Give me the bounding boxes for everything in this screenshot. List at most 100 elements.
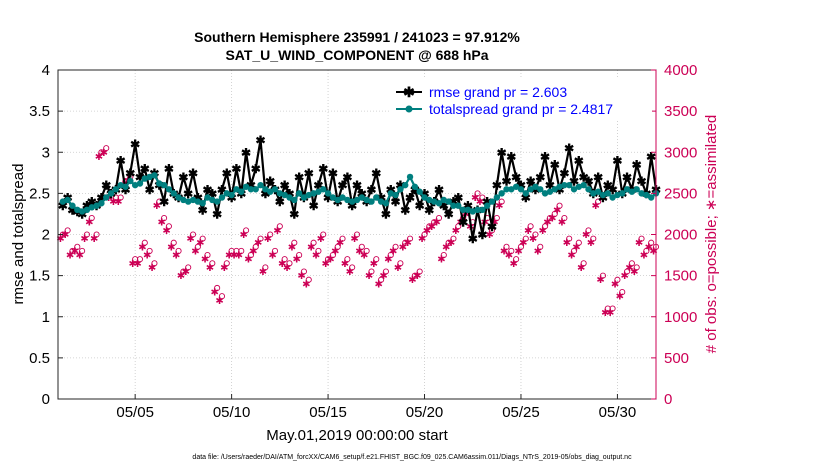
obs-possible-point (416, 268, 423, 275)
totalspread-point (199, 200, 206, 207)
totalspread-point (339, 194, 346, 201)
obs-assimilated-point: ✱ (389, 246, 397, 257)
rmse-point: ✱ (632, 158, 642, 172)
obs-assimilated-point: ✱ (485, 230, 493, 241)
rmse-point: ✱ (559, 166, 569, 180)
obs-possible-point (83, 231, 90, 238)
obs-possible-point (643, 247, 650, 254)
rmse-point: ✱ (241, 146, 251, 160)
obs-assimilated-point: ✱ (61, 230, 69, 241)
obs-assimilated-point: ✱ (297, 271, 305, 282)
totalspread-point (156, 180, 163, 187)
totalspread-point (247, 186, 255, 193)
y-left-tick-label: 2 (42, 227, 50, 244)
totalspread-point (242, 183, 250, 190)
rmse-point: ✱ (328, 166, 338, 180)
obs-assimilated-point: ✱ (100, 148, 108, 159)
obs-possible-point (300, 268, 308, 275)
obs-assimilated-point: ✱ (452, 226, 460, 237)
obs-possible-point (566, 235, 573, 242)
totalspread-point (459, 206, 467, 214)
obs-possible-point (271, 247, 279, 254)
footer-data-file: data file: /Users/raeder/DAI/ATM_forcXX/… (192, 454, 632, 461)
obs-assimilated-point: ✱ (317, 234, 325, 245)
obs-assimilated-point: ✱ (548, 214, 556, 225)
rmse-point: ✱ (612, 154, 622, 168)
obs-possible-point (445, 239, 452, 246)
obs-possible-point (363, 247, 370, 254)
totalspread-point (233, 186, 240, 193)
rmse-point: ✱ (260, 187, 270, 201)
rmse-point: ✱ (439, 199, 449, 213)
rmse-point: ✱ (506, 150, 516, 164)
obs-possible-point (247, 252, 254, 259)
rmse-point: ✱ (280, 179, 290, 193)
obs-possible-point (570, 247, 578, 254)
obs-assimilated-point: ✱ (206, 263, 214, 274)
totalspread-point (411, 183, 419, 190)
obs-possible-point (542, 223, 549, 230)
obs-possible-point (204, 252, 211, 259)
obs-assimilated-point: ✱ (331, 246, 339, 257)
obs-assimilated-point: ✱ (283, 263, 291, 274)
rmse-point: ✱ (540, 150, 550, 164)
totalspread-point (556, 183, 563, 190)
obs-assimilated-point: ✱ (230, 251, 238, 262)
rmse-point: ✱ (178, 170, 188, 184)
totalspread-point (517, 186, 525, 193)
obs-possible-point (624, 268, 631, 275)
totalspread-point (604, 190, 611, 197)
totalspread-point (122, 183, 129, 190)
totalspread-point (348, 198, 356, 205)
rmse-point: ✱ (284, 187, 294, 201)
axes-layer: 05/05 05/10 05/15 05/20 05/25 05/30 0 0.5 1 1.5 2 2… (29, 62, 697, 421)
obs-possible-point (378, 276, 385, 283)
obs-assimilated-point: ✱ (645, 242, 653, 253)
obs-possible-point (556, 202, 563, 209)
obs-assimilated-point: ✱ (157, 218, 165, 229)
obs-possible-point (633, 264, 640, 271)
totalspread-point (464, 206, 472, 214)
totalspread-point (165, 186, 173, 193)
obs-possible-point (527, 223, 534, 230)
obs-possible-point (353, 231, 361, 238)
obs-assimilated-point: ✱ (428, 222, 436, 233)
obs-assimilated-point: ✱ (413, 271, 421, 282)
obs-assimilated-point: ✱ (177, 271, 185, 282)
obs-possible-point (397, 260, 404, 267)
y-left-tick-label: 1.5 (29, 268, 50, 285)
obs-possible-point (310, 239, 317, 246)
obs-possible-point (431, 219, 438, 226)
totalspread-point (638, 190, 645, 197)
totalspread-point (498, 190, 505, 197)
obs-possible-point (479, 194, 486, 201)
obs-assimilated-point: ✱ (370, 259, 378, 270)
obs-possible-point (614, 276, 621, 283)
obs-assimilated-point: ✱ (71, 246, 79, 257)
obs-assimilated-point: ✱ (596, 275, 604, 286)
rmse-point: ✱ (516, 179, 526, 193)
obs-assimilated-point: ✱ (321, 259, 329, 270)
obs-possible-point (426, 223, 433, 230)
totalspread-point (426, 196, 433, 204)
obs-possible-point (185, 264, 192, 271)
totalspread-point (585, 186, 592, 193)
obs-possible-point (136, 256, 144, 263)
rmse-point: ✱ (463, 199, 473, 213)
rmse-point: ✱ (183, 187, 193, 201)
obs-assimilated-point: ✱ (567, 251, 575, 262)
totalspread-point (416, 188, 423, 195)
rmse-point: ✱ (246, 179, 256, 193)
obs-assimilated-point: ✱ (640, 251, 648, 262)
totalspread-point (479, 206, 486, 214)
totalspread-point (647, 194, 655, 201)
totalspread-point (127, 177, 134, 185)
totalspread-point (358, 194, 366, 201)
rmse-point: ✱ (497, 146, 507, 160)
legend-rmse-label: rmse grand pr = 2.603 (429, 84, 567, 100)
obs-possible-point (209, 260, 216, 267)
rmse-point: ✱ (400, 203, 410, 217)
rmse-point: ✱ (231, 162, 241, 176)
obs-assimilated-point: ✱ (649, 246, 657, 257)
